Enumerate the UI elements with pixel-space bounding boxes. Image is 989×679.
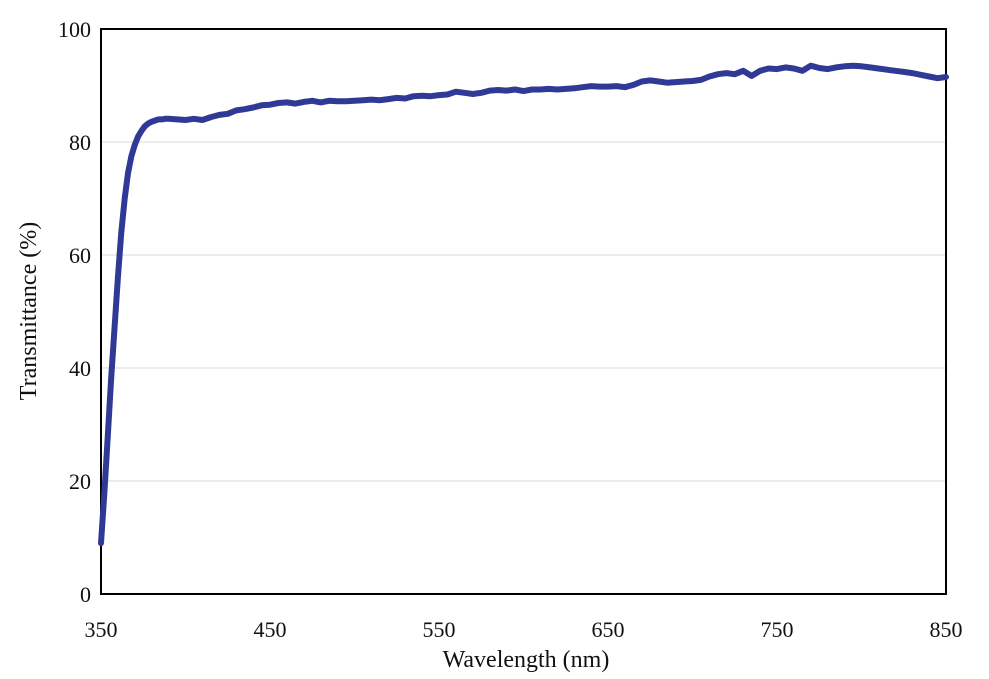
x-tick-label: 550 [423,617,456,642]
plot-frame [100,28,947,595]
y-tick-label: 0 [80,582,91,607]
gridlines [101,141,946,482]
series-layer [98,62,949,547]
y-tick-label: 40 [69,356,91,381]
x-tick-label: 350 [85,617,118,642]
y-tick-label: 20 [69,469,91,494]
x-tick-labels: 350 450 550 650 750 850 [85,617,963,642]
y-tick-label: 80 [69,130,91,155]
x-tick-label: 650 [592,617,625,642]
transmittance-series-line [98,62,949,547]
x-tick-label: 450 [254,617,287,642]
y-axis-title: Transmittance (%) [16,222,42,400]
y-tick-labels: 0 20 40 60 80 100 [58,17,91,607]
y-tick-label: 60 [69,243,91,268]
y-tick-label: 100 [58,17,91,42]
x-axis-title: Wavelength (nm) [443,647,610,673]
x-tick-label: 750 [761,617,794,642]
x-tick-label: 850 [930,617,963,642]
